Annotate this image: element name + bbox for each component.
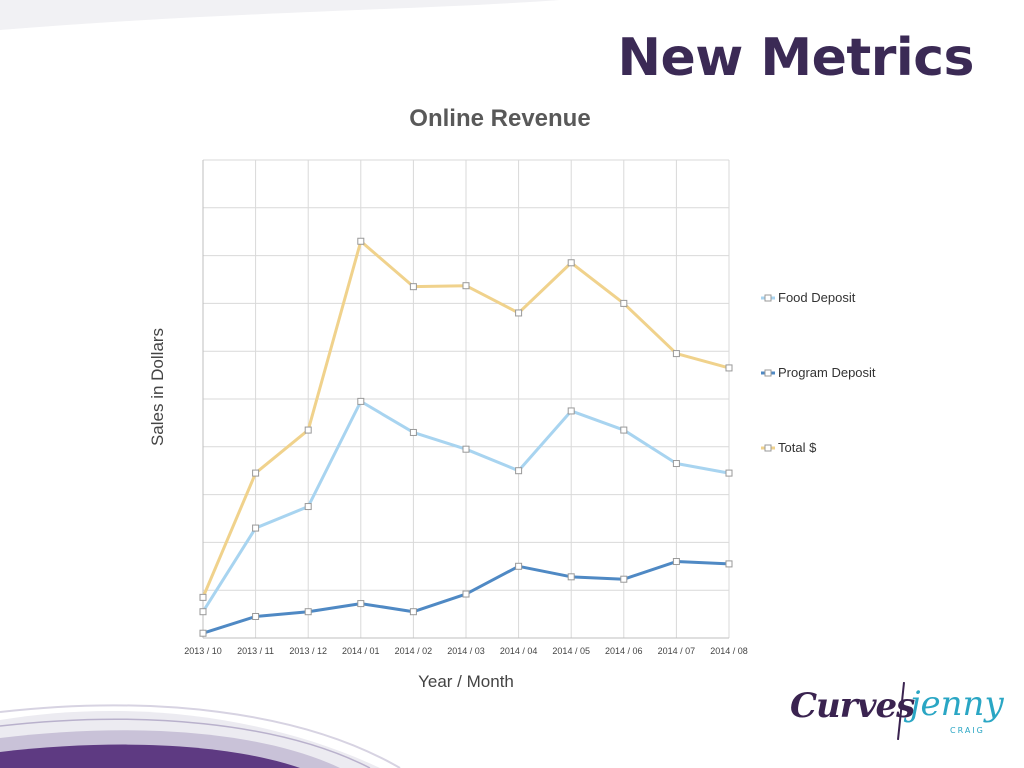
legend-label: Food Deposit [778, 290, 856, 305]
legend-swatch-marker [764, 294, 772, 302]
legend-swatch [761, 369, 775, 377]
swoosh-band [0, 744, 300, 768]
data-point [462, 445, 470, 453]
legend-label: Program Deposit [778, 365, 876, 380]
data-point [725, 469, 733, 477]
data-point [357, 237, 365, 245]
data-point [252, 612, 260, 620]
data-point [567, 259, 575, 267]
x-tick-label: 2014 / 06 [605, 646, 643, 656]
x-tick-label: 2014 / 05 [552, 646, 590, 656]
data-point [567, 573, 575, 581]
data-point [515, 562, 523, 570]
data-point [462, 282, 470, 290]
data-point [409, 608, 417, 616]
data-point [515, 309, 523, 317]
logo-craig-wordmark: CRAIG [950, 726, 985, 735]
data-point [672, 558, 680, 566]
data-point [462, 590, 470, 598]
logo-curves-wordmark: Curves [790, 686, 915, 726]
legend-swatch [761, 294, 775, 302]
data-point [199, 629, 207, 637]
data-point [199, 593, 207, 601]
data-point [725, 560, 733, 568]
brand-logo: Curves jenny CRAIG [790, 680, 1004, 750]
data-point [672, 460, 680, 468]
data-point [409, 428, 417, 436]
data-point [304, 426, 312, 434]
data-point [672, 350, 680, 358]
x-tick-label: 2014 / 01 [342, 646, 380, 656]
data-point [304, 608, 312, 616]
data-point [357, 600, 365, 608]
legend-swatch-marker [764, 369, 772, 377]
data-point [252, 524, 260, 532]
data-point [620, 299, 628, 307]
data-point [515, 467, 523, 475]
legend-swatch-marker [764, 444, 772, 452]
data-point [357, 397, 365, 405]
x-tick-label: 2013 / 11 [237, 646, 274, 656]
x-tick-label: 2013 / 10 [184, 646, 222, 656]
data-point [725, 364, 733, 372]
data-point [620, 575, 628, 583]
x-tick-label: 2014 / 02 [395, 646, 433, 656]
x-tick-label: 2014 / 07 [658, 646, 696, 656]
data-point [199, 608, 207, 616]
data-point [409, 283, 417, 291]
x-tick-label: 2013 / 12 [289, 646, 327, 656]
chart-title: Online Revenue [409, 105, 591, 132]
data-point [252, 469, 260, 477]
data-point [304, 503, 312, 511]
x-tick-label: 2014 / 08 [710, 646, 748, 656]
legend-label: Total $ [778, 440, 817, 455]
y-axis-label: Sales in Dollars [148, 328, 167, 446]
x-tick-label: 2014 / 03 [447, 646, 485, 656]
data-point [620, 426, 628, 434]
data-point [567, 407, 575, 415]
x-tick-label: 2014 / 04 [500, 646, 538, 656]
slide-title: New Metrics [617, 28, 974, 88]
x-axis-label: Year / Month [418, 672, 514, 691]
legend-swatch [761, 444, 775, 452]
logo-jenny-wordmark: jenny [910, 684, 1004, 724]
